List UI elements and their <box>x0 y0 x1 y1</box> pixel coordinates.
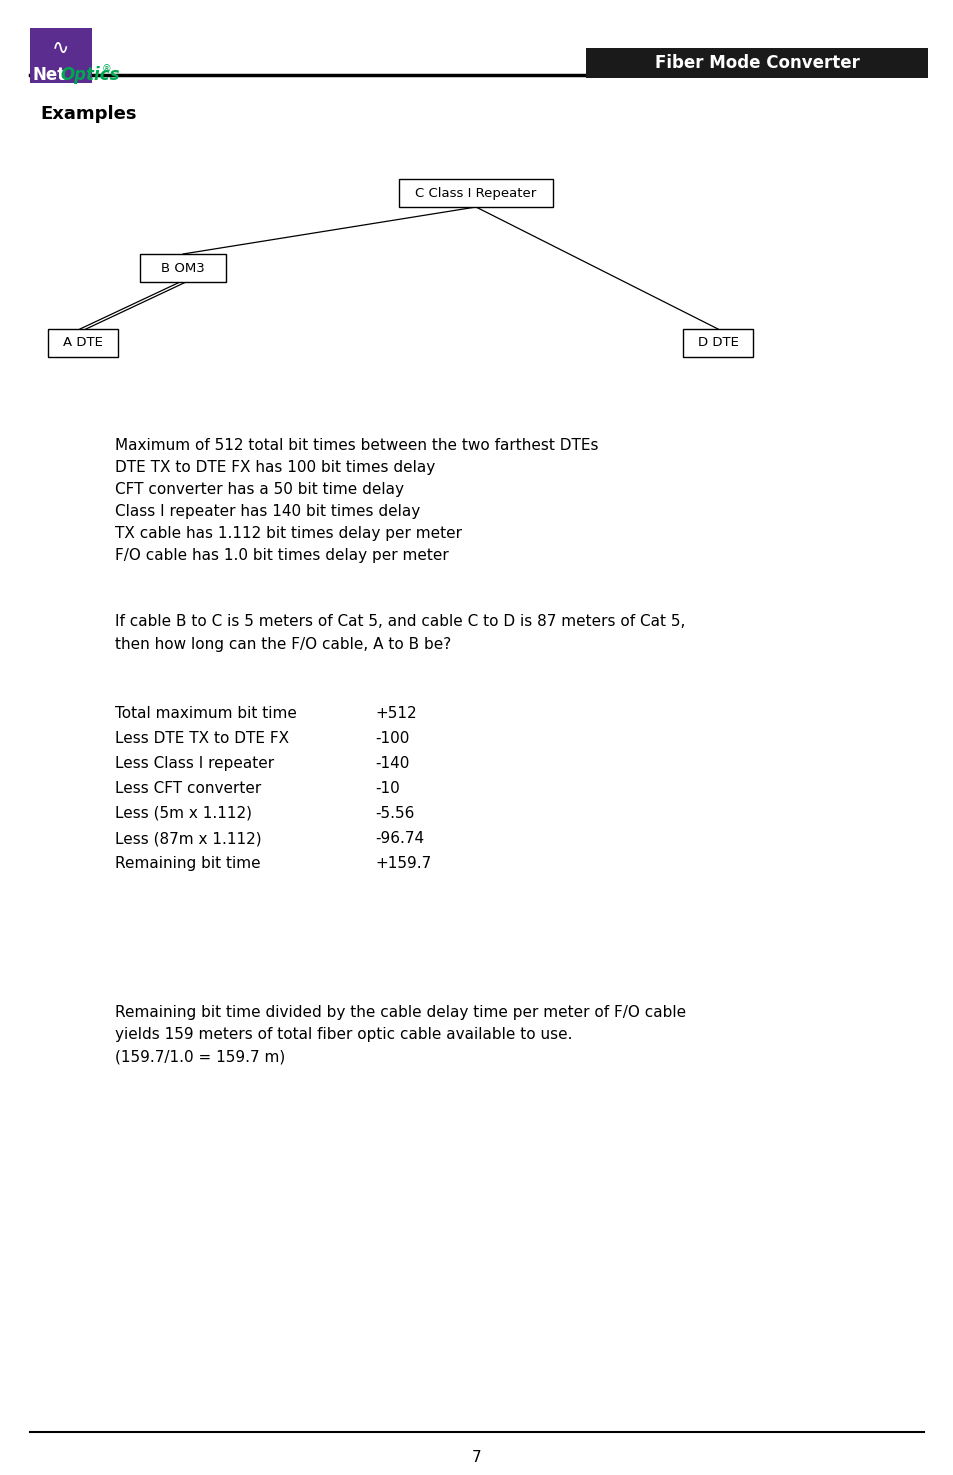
Text: -100: -100 <box>375 732 409 746</box>
Bar <box>398 178 553 207</box>
Text: Less (5m x 1.112): Less (5m x 1.112) <box>115 805 252 822</box>
Text: Examples: Examples <box>40 105 136 122</box>
Text: CFT converter has a 50 bit time delay: CFT converter has a 50 bit time delay <box>115 482 403 497</box>
Text: +159.7: +159.7 <box>375 855 431 872</box>
Bar <box>30 28 91 83</box>
Text: Total maximum bit time: Total maximum bit time <box>115 707 296 721</box>
Text: TX cable has 1.112 bit times delay per meter: TX cable has 1.112 bit times delay per m… <box>115 527 461 541</box>
Text: Remaining bit time divided by the cable delay time per meter of F/O cable: Remaining bit time divided by the cable … <box>115 1004 685 1021</box>
Text: Less DTE TX to DTE FX: Less DTE TX to DTE FX <box>115 732 289 746</box>
Text: (159.7/1.0 = 159.7 m): (159.7/1.0 = 159.7 m) <box>115 1049 285 1063</box>
Text: F/O cable has 1.0 bit times delay per meter: F/O cable has 1.0 bit times delay per me… <box>115 549 448 563</box>
Text: B OM3: B OM3 <box>161 261 205 274</box>
Text: Optics: Optics <box>60 66 119 84</box>
Text: +512: +512 <box>375 707 416 721</box>
Text: Less CFT converter: Less CFT converter <box>115 780 261 797</box>
Bar <box>585 49 927 78</box>
Text: ∿: ∿ <box>52 38 70 58</box>
Text: DTE TX to DTE FX has 100 bit times delay: DTE TX to DTE FX has 100 bit times delay <box>115 460 435 475</box>
Text: -96.74: -96.74 <box>375 830 424 847</box>
Text: If cable B to C is 5 meters of Cat 5, and cable C to D is 87 meters of Cat 5,: If cable B to C is 5 meters of Cat 5, an… <box>115 614 684 628</box>
Text: Class I repeater has 140 bit times delay: Class I repeater has 140 bit times delay <box>115 504 420 519</box>
Text: Maximum of 512 total bit times between the two farthest DTEs: Maximum of 512 total bit times between t… <box>115 438 598 453</box>
Text: Net: Net <box>33 66 66 84</box>
Text: 7: 7 <box>472 1450 481 1465</box>
Text: -140: -140 <box>375 757 409 771</box>
Text: Fiber Mode Converter: Fiber Mode Converter <box>654 55 859 72</box>
Text: Less (87m x 1.112): Less (87m x 1.112) <box>115 830 261 847</box>
Text: then how long can the F/O cable, A to B be?: then how long can the F/O cable, A to B … <box>115 637 451 652</box>
Bar <box>682 329 752 357</box>
Text: A DTE: A DTE <box>63 336 103 350</box>
Bar <box>140 254 226 282</box>
Text: -5.56: -5.56 <box>375 805 414 822</box>
Text: yields 159 meters of total fiber optic cable available to use.: yields 159 meters of total fiber optic c… <box>115 1027 572 1041</box>
Text: C Class I Repeater: C Class I Repeater <box>415 186 536 199</box>
Text: Remaining bit time: Remaining bit time <box>115 855 260 872</box>
Text: -10: -10 <box>375 780 399 797</box>
Text: Less Class I repeater: Less Class I repeater <box>115 757 274 771</box>
Text: D DTE: D DTE <box>697 336 738 350</box>
Text: ®: ® <box>102 63 112 74</box>
Bar <box>48 329 118 357</box>
